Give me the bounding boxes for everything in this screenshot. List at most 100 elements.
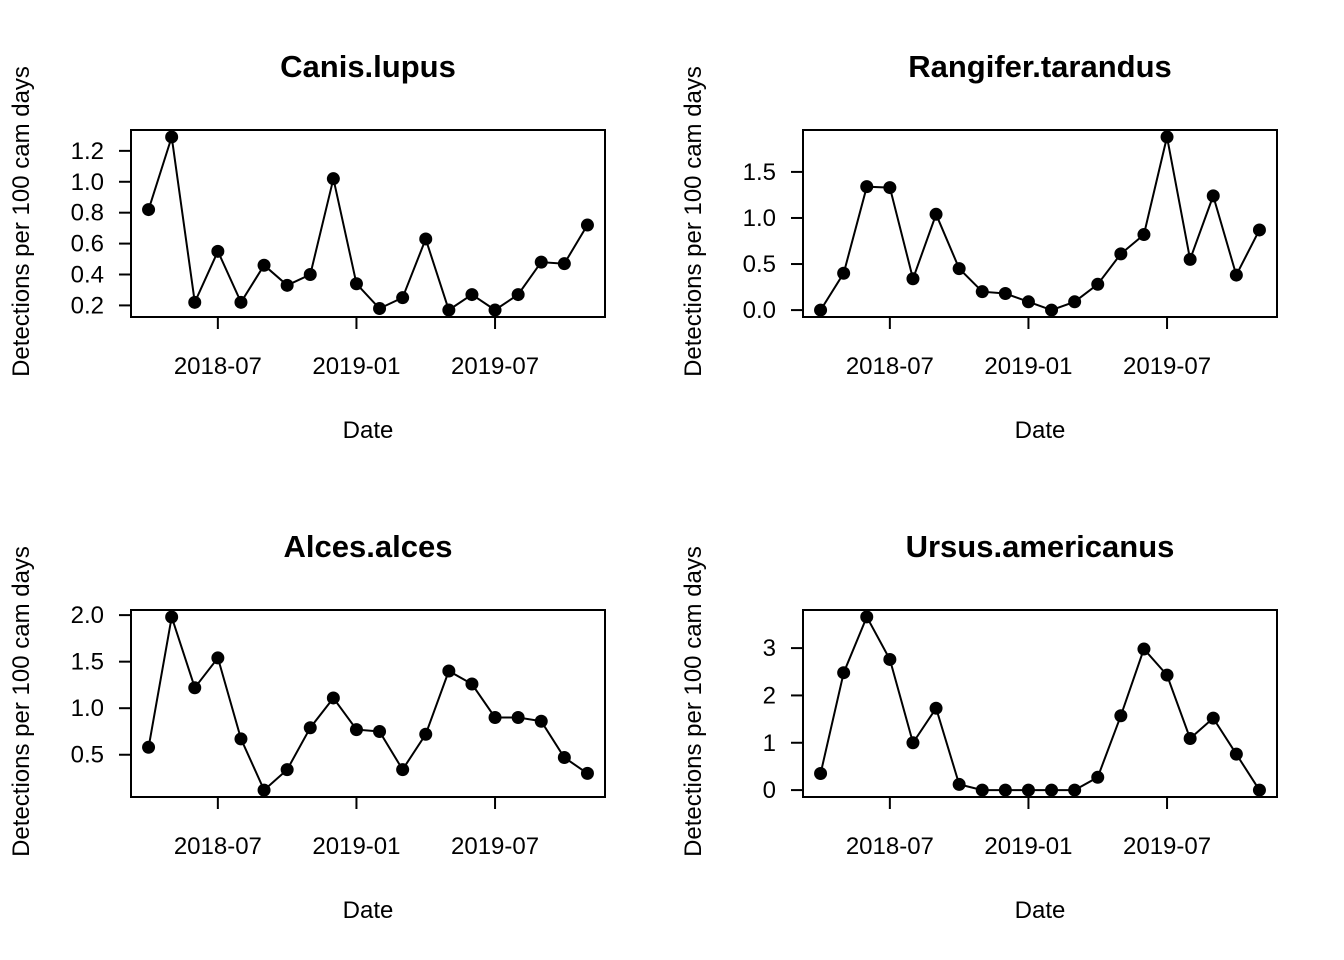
data-point: [975, 783, 989, 797]
data-point: [1206, 711, 1220, 725]
data-point: [929, 207, 943, 221]
chart-panel: Ursus.americanus 2018-07 2019-01 2019-07 0 1 2…: [680, 529, 1278, 924]
data-point: [906, 272, 920, 286]
data-point: [488, 303, 502, 317]
data-point: [373, 302, 387, 315]
x-tick-label: 2019-01: [312, 353, 400, 380]
data-point: [883, 652, 897, 666]
data-point: [234, 295, 248, 309]
data-point: [1114, 247, 1128, 261]
data-point: [211, 244, 225, 258]
data-point: [511, 288, 525, 302]
y-tick-label: 1.0: [71, 169, 104, 196]
data-point: [952, 262, 966, 276]
x-tick-label: 2019-07: [1123, 353, 1211, 380]
data-point: [1160, 668, 1174, 682]
plot-frame: [130, 609, 606, 798]
data-point: [1137, 642, 1151, 656]
x-axis-label: Date: [343, 417, 394, 444]
data-point: [837, 266, 851, 280]
y-tick-label: 1.2: [71, 138, 104, 165]
data-point: [142, 203, 156, 217]
data-point: [998, 287, 1012, 301]
y-axis-label: Detections per 100 cam days: [680, 66, 707, 377]
data-point: [952, 777, 966, 791]
data-point: [257, 783, 271, 797]
chart-title: Alces.alces: [284, 529, 453, 564]
data-point: [280, 763, 294, 777]
y-tick-label: 0.8: [71, 200, 104, 227]
data-point: [488, 711, 502, 725]
y-tick-label: 1.5: [743, 159, 776, 186]
x-tick-label: 2019-01: [984, 353, 1072, 380]
data-point: [814, 767, 828, 781]
data-point: [1045, 303, 1059, 317]
y-tick-label: 0.5: [71, 742, 104, 769]
x-tick-label: 2019-01: [312, 833, 400, 860]
chart-title: Ursus.americanus: [906, 529, 1175, 564]
data-point: [188, 681, 202, 695]
x-tick-label: 2018-07: [174, 353, 262, 380]
data-point: [860, 610, 874, 624]
data-point: [1091, 277, 1105, 291]
data-point: [906, 736, 920, 750]
data-point: [442, 303, 456, 317]
data-point: [511, 711, 525, 725]
data-point: [557, 257, 571, 271]
chart-panel: Alces.alces 2018-07 2019-01 2019-07 0.5 1.0 1.…: [8, 529, 606, 924]
data-point: [580, 218, 594, 232]
data-point: [1114, 709, 1128, 723]
plot-frame: [802, 129, 1278, 318]
data-point: [165, 610, 179, 624]
plot-frame: [802, 609, 1278, 798]
data-point: [1229, 268, 1243, 282]
y-tick-label: 0: [763, 777, 776, 804]
data-point: [1229, 747, 1243, 761]
plot-frame: [130, 129, 606, 318]
data-point: [1068, 783, 1082, 797]
chart-panel: Canis.lupus 2018-07 2019-01 2019-07 0.2 0.4 0.…: [8, 49, 606, 444]
series-line: [147, 136, 589, 312]
data-point: [1252, 223, 1266, 237]
data-point: [1091, 770, 1105, 784]
data-point: [419, 727, 433, 741]
data-point: [534, 714, 548, 728]
data-point: [837, 666, 851, 680]
data-point: [234, 732, 248, 746]
series-line: [147, 616, 588, 792]
data-point: [1183, 252, 1197, 266]
data-point: [929, 701, 943, 715]
chart-panel: Rangifer.tarandus 2018-07 2019-01 2019-07 0.…: [680, 49, 1278, 444]
data-point: [534, 255, 548, 269]
data-point: [396, 763, 410, 777]
data-point: [188, 295, 202, 309]
data-point: [280, 278, 294, 292]
data-point: [1068, 295, 1082, 309]
x-tick-label: 2018-07: [846, 833, 934, 860]
x-axis-label: Date: [1015, 897, 1066, 924]
data-point: [580, 766, 594, 780]
data-point: [975, 285, 989, 299]
data-point: [1160, 130, 1174, 144]
data-point: [165, 130, 179, 144]
chart-title: Canis.lupus: [280, 49, 456, 84]
y-tick-label: 3: [763, 635, 776, 662]
y-tick-label: 0.0: [743, 297, 776, 324]
x-tick-label: 2019-07: [451, 353, 539, 380]
y-tick-label: 0.5: [743, 251, 776, 278]
data-point: [419, 232, 433, 246]
data-point: [257, 258, 271, 272]
y-tick-label: 2: [763, 682, 776, 709]
data-point: [396, 291, 410, 305]
x-axis-label: Date: [1015, 417, 1066, 444]
data-point: [142, 740, 156, 754]
x-tick-label: 2018-07: [846, 353, 934, 380]
data-point: [883, 181, 897, 195]
y-tick-label: 1.5: [71, 649, 104, 676]
data-point: [814, 303, 828, 317]
data-point: [349, 723, 363, 737]
data-point: [1206, 189, 1220, 203]
y-tick-label: 1.0: [743, 205, 776, 232]
data-point: [465, 288, 479, 302]
